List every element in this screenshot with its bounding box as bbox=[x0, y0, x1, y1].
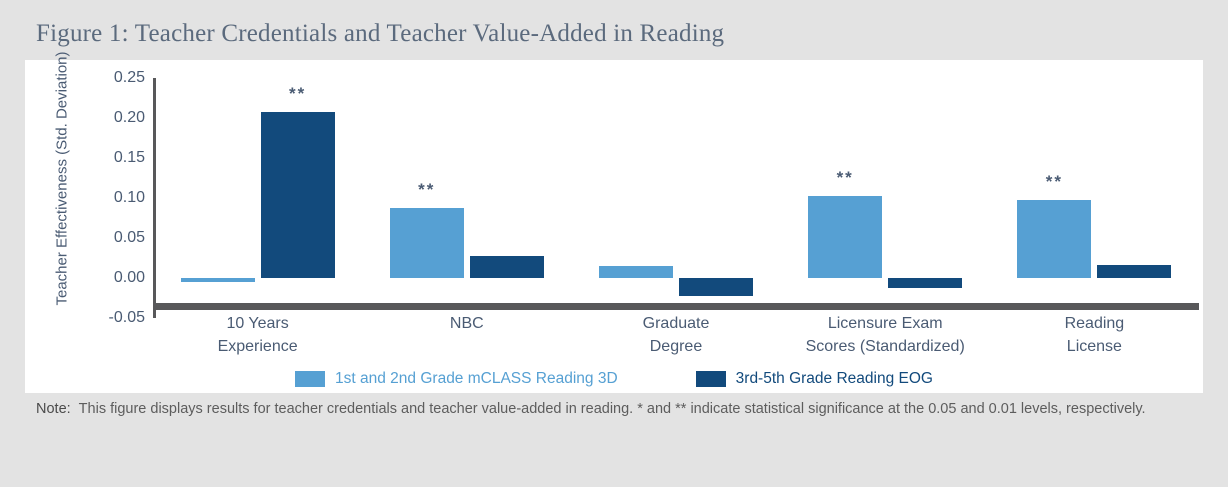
y-axis-tick-label: 0.05 bbox=[113, 229, 145, 246]
legend-item-dark[interactable]: 3rd-5th Grade Reading EOG bbox=[695, 370, 933, 388]
significance-marker: ** bbox=[288, 84, 307, 104]
legend-item-light[interactable]: 1st and 2nd Grade mCLASS Reading 3D bbox=[295, 370, 618, 388]
bar[interactable] bbox=[180, 278, 255, 282]
bar[interactable] bbox=[389, 207, 464, 278]
bar[interactable] bbox=[469, 255, 544, 278]
legend-item-label: 1st and 2nd Grade mCLASS Reading 3D bbox=[335, 370, 618, 387]
legend-swatch-icon bbox=[695, 371, 726, 387]
y-axis-tick-label: 0.15 bbox=[113, 149, 145, 166]
plot-area: ** ** ** ** bbox=[153, 78, 1199, 318]
x-axis-tick-label: NBC bbox=[449, 315, 484, 332]
bar[interactable] bbox=[260, 112, 335, 278]
y-axis-tick-label: 0.00 bbox=[113, 269, 145, 286]
bar-group: ** bbox=[153, 78, 362, 318]
bar-group: ** bbox=[781, 78, 990, 318]
x-axis-tick-label: Reading License bbox=[1064, 315, 1125, 355]
zero-baseline bbox=[153, 303, 1199, 310]
significance-marker: ** bbox=[1045, 172, 1064, 192]
y-axis-title: Teacher Effectiveness (Std. Deviation) bbox=[53, 51, 71, 306]
bar[interactable] bbox=[678, 278, 753, 296]
bar[interactable] bbox=[1097, 265, 1172, 278]
bar-group: ** bbox=[362, 78, 571, 318]
chart-panel: Teacher Effectiveness (Std. Deviation) 0… bbox=[25, 52, 1203, 393]
legend-item-label: 3rd-5th Grade Reading EOG bbox=[735, 370, 933, 387]
bar-group bbox=[571, 78, 780, 318]
y-axis-tick-label: -0.05 bbox=[108, 309, 145, 326]
bar[interactable] bbox=[598, 266, 673, 278]
significance-marker: ** bbox=[836, 168, 854, 188]
y-axis-tick-label: 0.10 bbox=[113, 189, 145, 206]
figure-note-row: Note: This figure displays results for t… bbox=[36, 399, 1196, 420]
y-axis-tick-labels: 0.25 0.20 0.15 0.10 0.05 0.00 -0.05 bbox=[85, 60, 145, 393]
bar-group: ** bbox=[990, 78, 1199, 318]
x-axis-tick-label: Graduate Degree bbox=[642, 315, 710, 355]
y-axis-line bbox=[153, 78, 156, 318]
y-axis-tick-label: 0.20 bbox=[113, 109, 145, 126]
bar[interactable] bbox=[888, 278, 963, 288]
y-axis-tick-label: 0.25 bbox=[113, 69, 145, 86]
figure-note: Note: This figure displays results for t… bbox=[36, 399, 1196, 420]
x-axis-tick-label: 10 Years Experience bbox=[217, 315, 298, 355]
figure-title: Figure 1: Teacher Credentials and Teache… bbox=[36, 20, 725, 47]
x-axis-tick-labels: 10 Years Experience NBC Graduate Degree Lic… bbox=[153, 312, 1199, 374]
bar[interactable] bbox=[808, 196, 883, 278]
chart-legend: 1st and 2nd Grade mCLASS Reading 3D 3rd-… bbox=[25, 370, 1203, 388]
figure-note-text: This figure displays results for teacher… bbox=[78, 401, 1146, 417]
bar[interactable] bbox=[1017, 200, 1092, 278]
significance-marker: ** bbox=[418, 179, 436, 199]
legend-swatch-icon bbox=[295, 371, 326, 387]
x-axis-tick-label: Licensure Exam Scores (Standardized) bbox=[805, 315, 965, 355]
figure-note-label: Note: bbox=[36, 401, 71, 417]
